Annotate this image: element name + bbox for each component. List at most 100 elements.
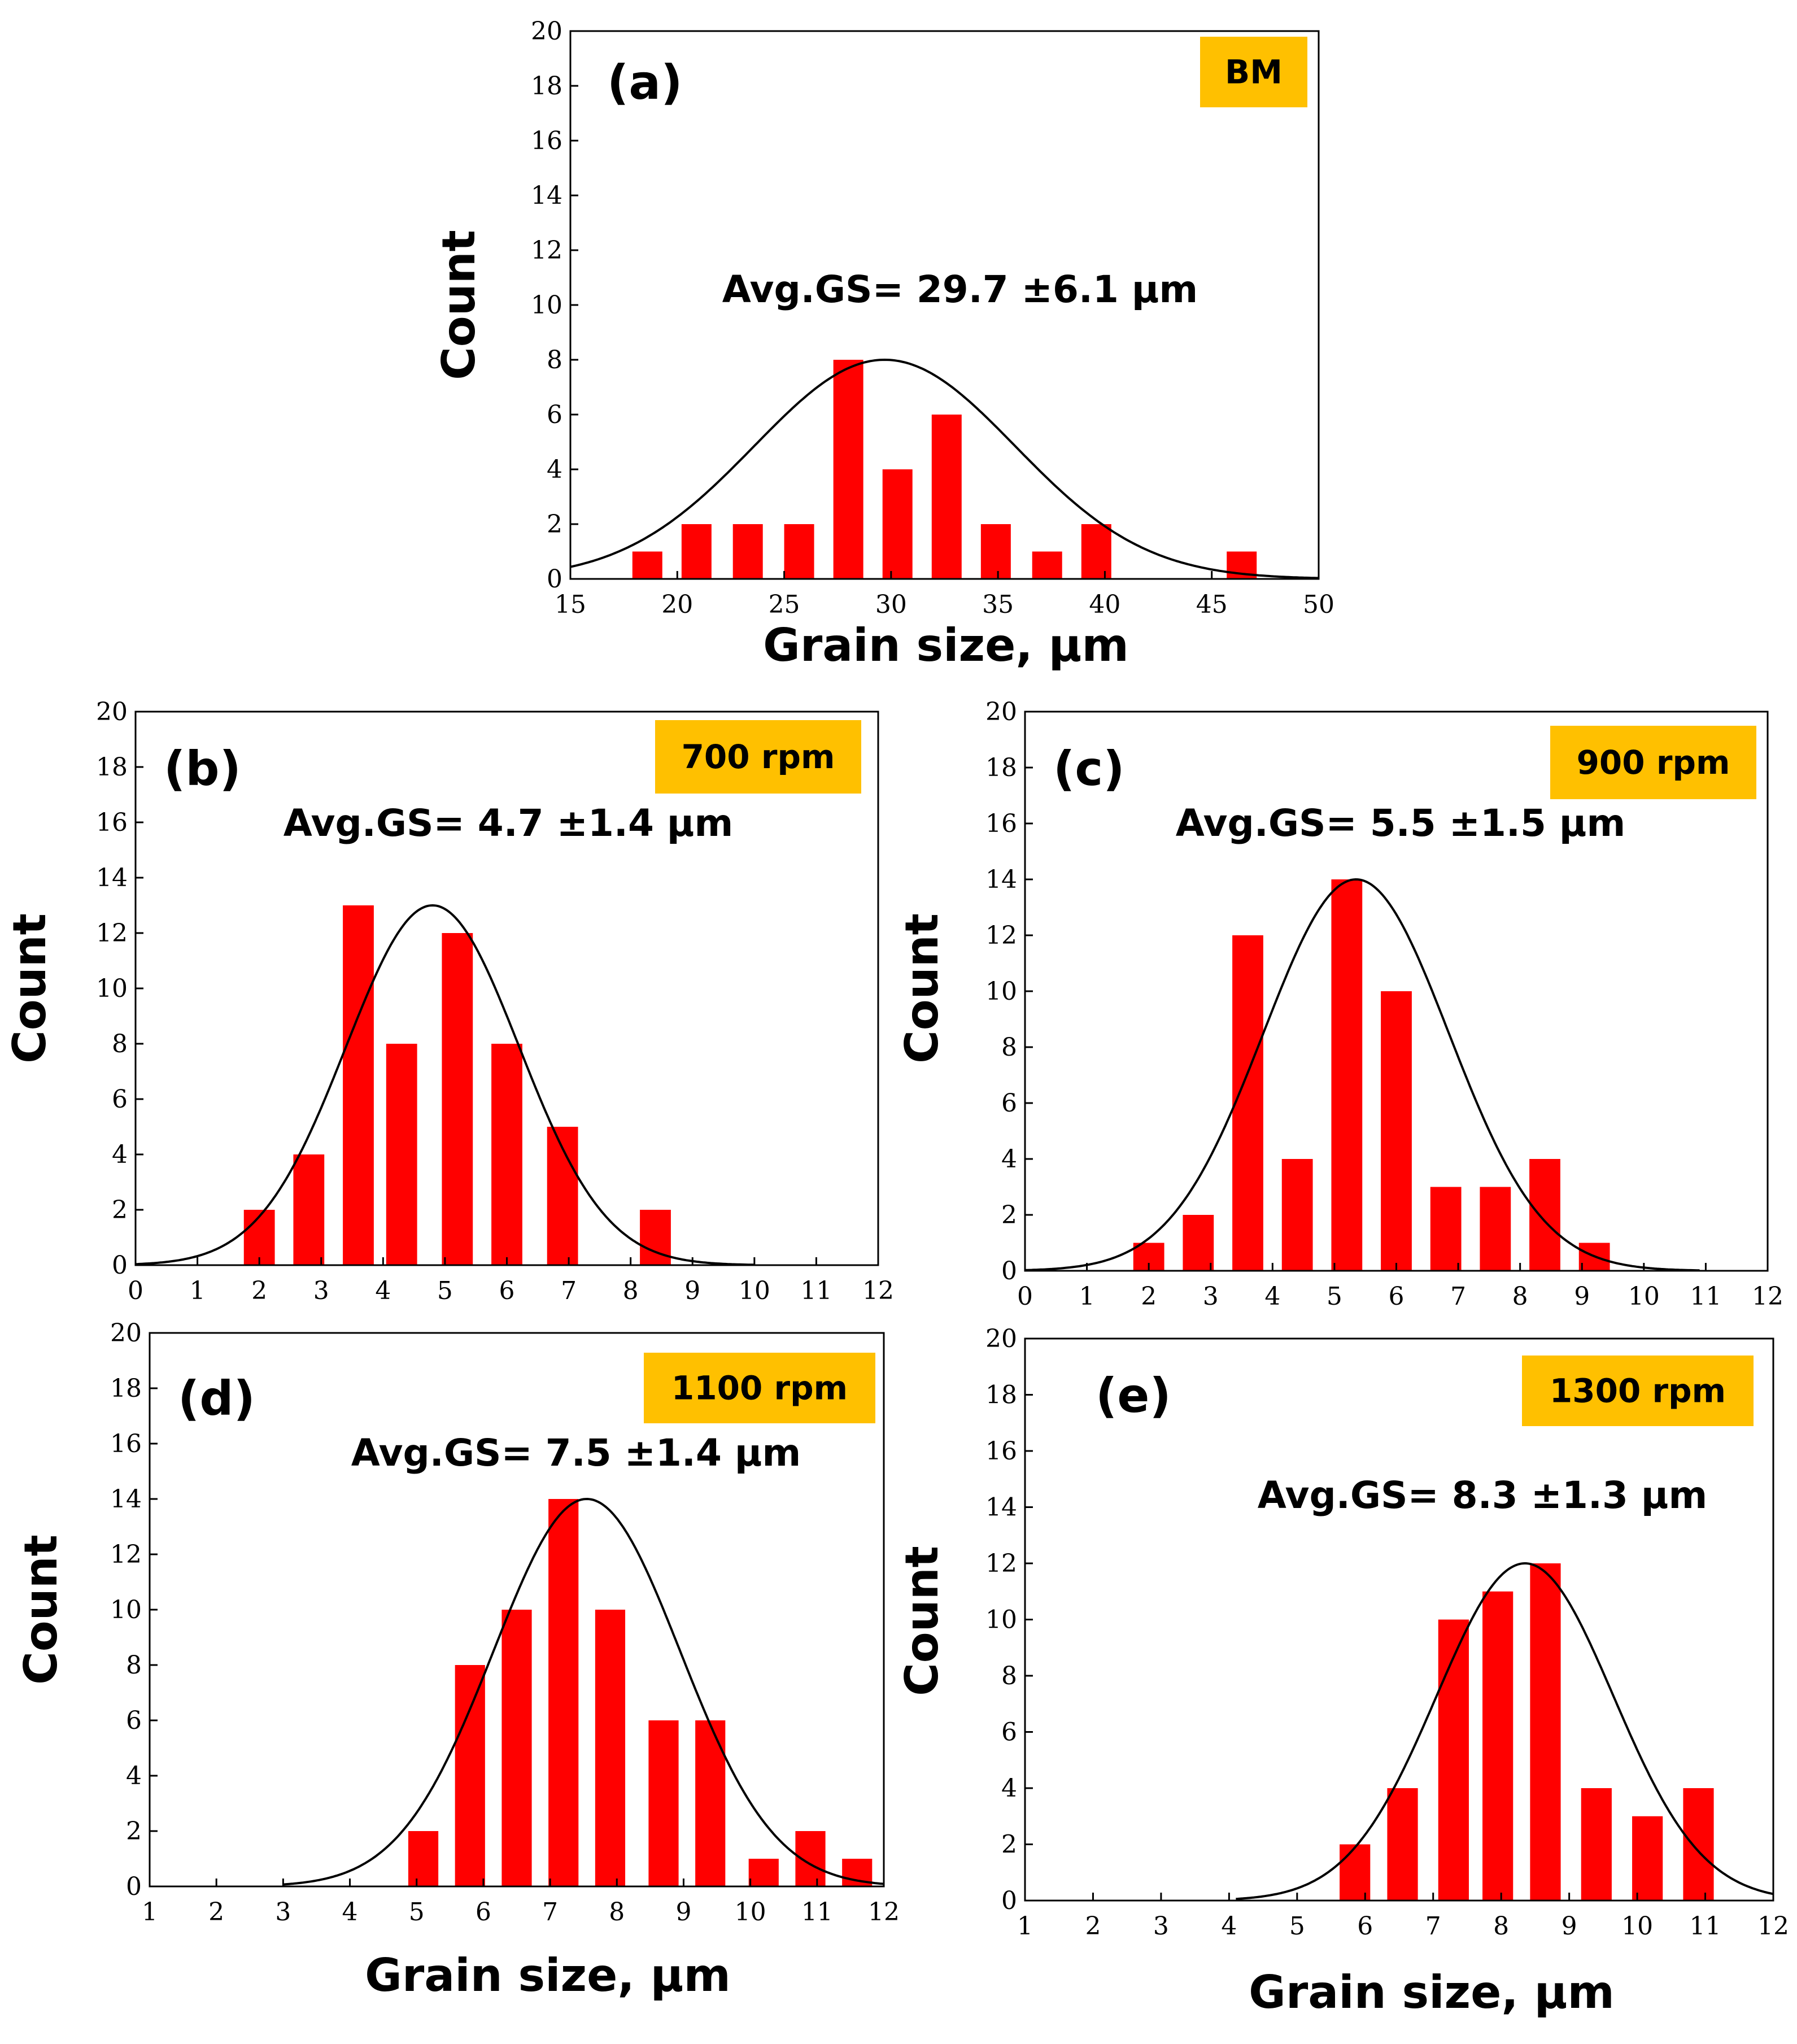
y-tick-label: 0 [1001,1886,1017,1915]
x-tick-label: 20 [661,590,693,619]
histogram-bar [293,1154,325,1265]
x-tick-label: 45 [1196,590,1228,619]
x-tick-label: 2 [251,1276,267,1305]
histogram-bar [1438,1619,1469,1901]
panel-label: (c) [1053,741,1125,796]
y-tick-label: 20 [985,1324,1017,1353]
histogram-bar [640,1210,671,1265]
condition-badge [1200,37,1307,107]
histogram-bar [548,1499,579,1886]
y-tick-label: 18 [531,72,562,101]
histogram-bar [1340,1844,1371,1901]
x-tick-label: 1 [1079,1282,1095,1311]
x-tick-label: 10 [1621,1912,1653,1941]
histogram-bar [1281,1159,1313,1271]
histogram-bar [833,360,863,579]
y-tick-label: 4 [112,1140,128,1169]
y-tick-label: 12 [110,1540,142,1569]
y-tick-label: 6 [112,1085,128,1114]
y-tick-label: 10 [110,1596,142,1624]
histogram-bar [1632,1816,1663,1901]
x-tick-label: 0 [1017,1282,1033,1311]
y-tick-label: 16 [985,809,1017,838]
y-tick-label: 2 [1001,1831,1017,1859]
y-tick-label: 0 [112,1251,128,1280]
x-tick-label: 12 [1752,1282,1783,1311]
y-tick-label: 12 [531,236,562,265]
x-tick-label: 10 [735,1898,766,1927]
histogram-bar [681,524,712,579]
y-tick-label: 6 [1001,1718,1017,1747]
x-tick-label: 11 [800,1276,832,1305]
normal-fit-curve [570,358,1319,579]
y-tick-label: 14 [985,1493,1017,1522]
y-tick-label: 16 [110,1430,142,1458]
y-tick-label: 20 [985,698,1017,726]
x-tick-label: 1 [190,1276,206,1305]
x-tick-label: 4 [342,1898,358,1927]
y-tick-label: 4 [547,455,562,484]
y-tick-label: 16 [531,127,562,155]
y-axis-title: Count [15,1535,67,1685]
histogram-bar [1381,991,1412,1271]
y-tick-label: 10 [531,291,562,320]
y-tick-label: 16 [96,808,128,837]
x-tick-label: 7 [1425,1912,1441,1941]
x-tick-label: 6 [1357,1912,1373,1941]
normal-fit-curve [283,1497,884,1886]
histogram-bar [748,1859,779,1886]
x-tick-label: 3 [275,1898,291,1927]
histogram-bar [442,933,473,1265]
x-tick-label: 11 [1690,1912,1721,1941]
histogram-bar [1032,551,1062,579]
histogram-bar [1232,935,1263,1271]
condition-badge [655,720,861,794]
panel-label: (d) [178,1371,255,1426]
x-tick-label: 8 [609,1898,625,1927]
histogram-bar [632,551,662,579]
x-tick-label: 8 [1493,1912,1509,1941]
histogram-bar [1529,1159,1560,1271]
y-tick-label: 12 [985,1549,1017,1578]
x-tick-label: 6 [1389,1282,1405,1311]
histogram-bar [455,1665,485,1886]
x-tick-label: 9 [1562,1912,1577,1941]
x-tick-label: 4 [375,1276,391,1305]
condition-badge [1550,726,1756,799]
x-tick-label: 7 [1450,1282,1466,1311]
x-tick-label: 11 [1690,1282,1721,1311]
y-tick-label: 12 [96,919,128,948]
avg-grain-size-annotation: Avg.GS= 29.7 ±6.1 µm [722,268,1198,311]
x-tick-label: 10 [1628,1282,1660,1311]
y-tick-label: 8 [112,1030,128,1058]
x-tick-label: 2 [1141,1282,1157,1311]
panel-label: (e) [1096,1368,1171,1423]
x-tick-label: 6 [499,1276,515,1305]
x-tick-label: 40 [1089,590,1120,619]
histogram-bar [648,1720,679,1886]
y-tick-label: 8 [1001,1662,1017,1690]
normal-fit-curve [1024,878,1700,1272]
x-axis-title: Grain size, µm [763,619,1129,672]
x-tick-label: 4 [1221,1912,1237,1941]
y-tick-label: 6 [1001,1089,1017,1118]
avg-grain-size-annotation: Avg.GS= 5.5 ±1.5 µm [1176,801,1625,845]
x-tick-label: 9 [675,1898,691,1927]
histogram-bar [243,1210,275,1265]
avg-grain-size-annotation: Avg.GS= 7.5 ±1.4 µm [351,1431,801,1475]
x-tick-label: 15 [555,590,586,619]
x-tick-label: 5 [437,1276,453,1305]
y-tick-label: 6 [547,400,562,429]
x-tick-label: 3 [1203,1282,1219,1311]
x-tick-label: 11 [801,1898,833,1927]
y-tick-label: 14 [985,865,1017,894]
y-tick-label: 0 [1001,1257,1017,1285]
y-tick-label: 20 [531,17,562,46]
histogram-bar [1183,1215,1214,1271]
x-tick-label: 50 [1303,590,1334,619]
y-tick-label: 20 [96,698,128,726]
